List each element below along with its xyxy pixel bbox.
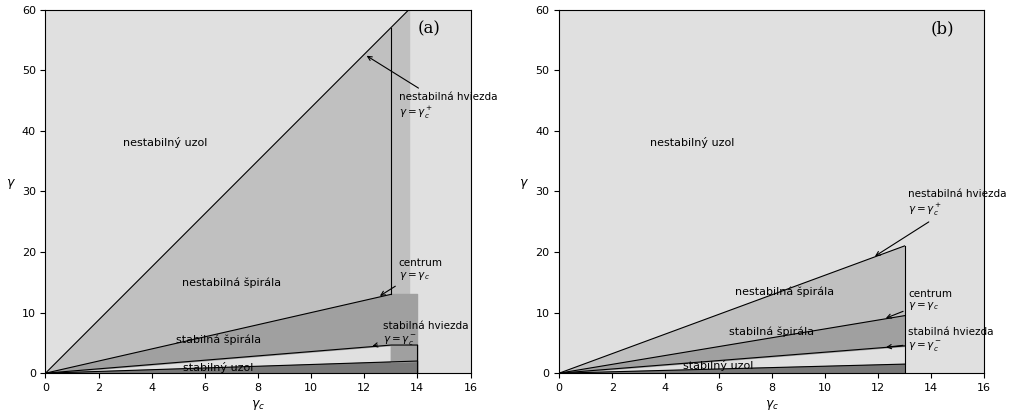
Text: nestabilná špirála: nestabilná špirála — [182, 277, 281, 288]
Text: nestabilný uzol: nestabilný uzol — [650, 138, 734, 148]
Y-axis label: $\gamma$: $\gamma$ — [5, 177, 15, 191]
Text: stabilný uzol: stabilný uzol — [683, 360, 754, 372]
X-axis label: $\gamma_c$: $\gamma_c$ — [251, 398, 265, 413]
Text: stabilný uzol: stabilný uzol — [183, 362, 253, 372]
Text: (a): (a) — [418, 20, 440, 38]
Text: stabilná hviezda
$\gamma = \gamma_c^-$: stabilná hviezda $\gamma = \gamma_c^-$ — [887, 327, 994, 353]
Text: centrum
$\gamma = \gamma_c$: centrum $\gamma = \gamma_c$ — [381, 258, 442, 295]
Text: nestabilná hviezda
$\gamma = \gamma_c^+$: nestabilná hviezda $\gamma = \gamma_c^+$ — [876, 189, 1007, 255]
Text: centrum
$\gamma = \gamma_c$: centrum $\gamma = \gamma_c$ — [887, 289, 952, 318]
Y-axis label: $\gamma$: $\gamma$ — [519, 177, 529, 191]
Text: (b): (b) — [931, 20, 954, 38]
Text: stabilná špirála: stabilná špirála — [175, 334, 261, 345]
Text: stabilná špirála: stabilná špirála — [729, 327, 814, 337]
Text: nestabilný uzol: nestabilný uzol — [123, 138, 207, 148]
Text: nestabilná špirála: nestabilná špirála — [735, 286, 835, 297]
X-axis label: $\gamma_c$: $\gamma_c$ — [765, 398, 778, 413]
Text: stabilná hviezda
$\gamma = \gamma_c^-$: stabilná hviezda $\gamma = \gamma_c^-$ — [374, 321, 468, 347]
Text: nestabilná hviezda
$\gamma = \gamma_c^+$: nestabilná hviezda $\gamma = \gamma_c^+$ — [368, 56, 498, 121]
